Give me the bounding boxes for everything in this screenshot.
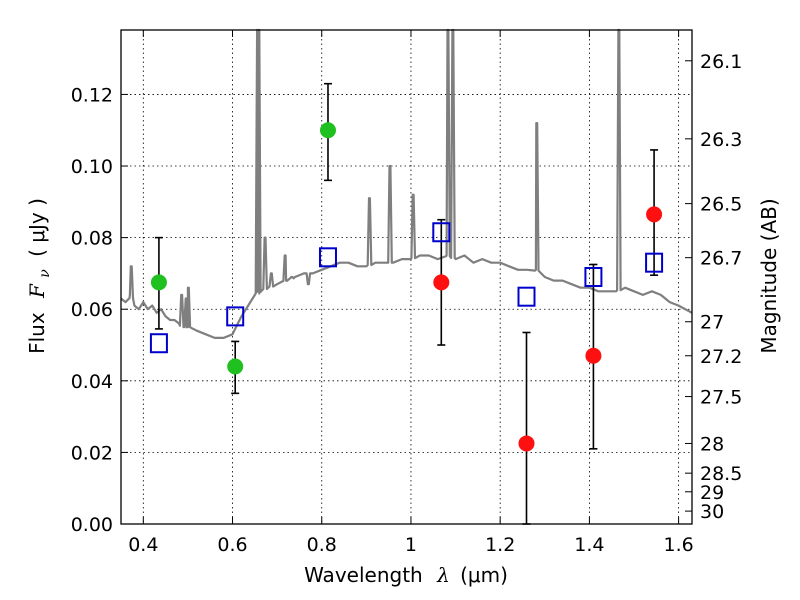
red-data-point	[518, 435, 535, 452]
y-axis-label-unit: ( μJy )	[25, 198, 49, 257]
x-axis-label-prefix: Wavelength	[304, 563, 423, 587]
green-data-point	[227, 358, 244, 375]
right-axis-label: Magnitude (AB)	[757, 198, 781, 353]
y-tick-label: 0.06	[71, 299, 113, 321]
y-axis-label-subscript: ν	[37, 269, 53, 278]
model-photometry-marker	[432, 222, 451, 243]
model-photometry-marker	[584, 267, 603, 287]
red-data-point	[646, 206, 663, 223]
right-tick-label: 26.5	[700, 194, 742, 216]
x-tick-label: 1.4	[574, 534, 604, 556]
right-tick-label: 30	[700, 501, 724, 523]
x-tick-label: 1.2	[485, 534, 515, 556]
marker-layer	[149, 122, 664, 452]
right-tick-label: 27.2	[700, 346, 742, 368]
plot-frame	[120, 29, 693, 525]
x-tick-label: 1	[405, 534, 417, 556]
green-data-point	[150, 274, 167, 291]
model-photometry-marker	[645, 252, 664, 273]
spectrum-layer	[120, 28, 693, 339]
model-photometry-marker	[318, 247, 337, 268]
y-tick-label: 0.00	[71, 514, 113, 536]
spectrum-line	[120, 28, 693, 339]
x-tick-label: 0.8	[307, 534, 337, 556]
x-axis-label-symbol: λ	[436, 563, 450, 587]
right-tick-label: 26.7	[700, 248, 742, 270]
right-tick-label: 26.3	[700, 129, 742, 151]
x-tick-label: 0.4	[128, 534, 158, 556]
x-tick-label: 0.6	[217, 534, 247, 556]
y-tick-label: 0.02	[71, 442, 113, 464]
model-photometry-marker	[517, 286, 536, 307]
green-data-point	[319, 122, 336, 139]
y-axis-label-symbol: F	[25, 283, 49, 299]
model-photometry-marker	[149, 333, 168, 354]
y-tick-label: 0.08	[71, 228, 113, 250]
right-tick-label: 28	[700, 433, 724, 455]
red-data-point	[585, 347, 602, 364]
y-axis-label-prefix: Flux	[25, 312, 49, 354]
x-tick-label: 1.6	[664, 534, 694, 556]
right-tick-label: 29	[700, 482, 724, 504]
y-tick-label: 0.04	[71, 371, 113, 393]
y-tick-label: 0.10	[71, 156, 113, 178]
right-tick-label: 27.5	[700, 387, 742, 409]
y-axis-label: Flux F ν ( μJy )	[25, 198, 54, 354]
right-tick-label: 27	[700, 312, 724, 334]
model-photometry-marker	[226, 306, 245, 327]
red-data-point	[433, 274, 450, 291]
x-axis-label-unit: (μm)	[460, 563, 508, 587]
y-tick-label: 0.12	[71, 84, 113, 106]
right-tick-label: 26.1	[700, 51, 742, 73]
x-axis-label: Wavelength λ (μm)	[304, 563, 508, 587]
tick-layer: 0.4 0.6 0.8 1 1.2 1.4 1.6 0.00 0.02 0.04 0.06 0.08 0…	[71, 30, 742, 556]
right-tick-label: 28.5	[700, 463, 742, 485]
